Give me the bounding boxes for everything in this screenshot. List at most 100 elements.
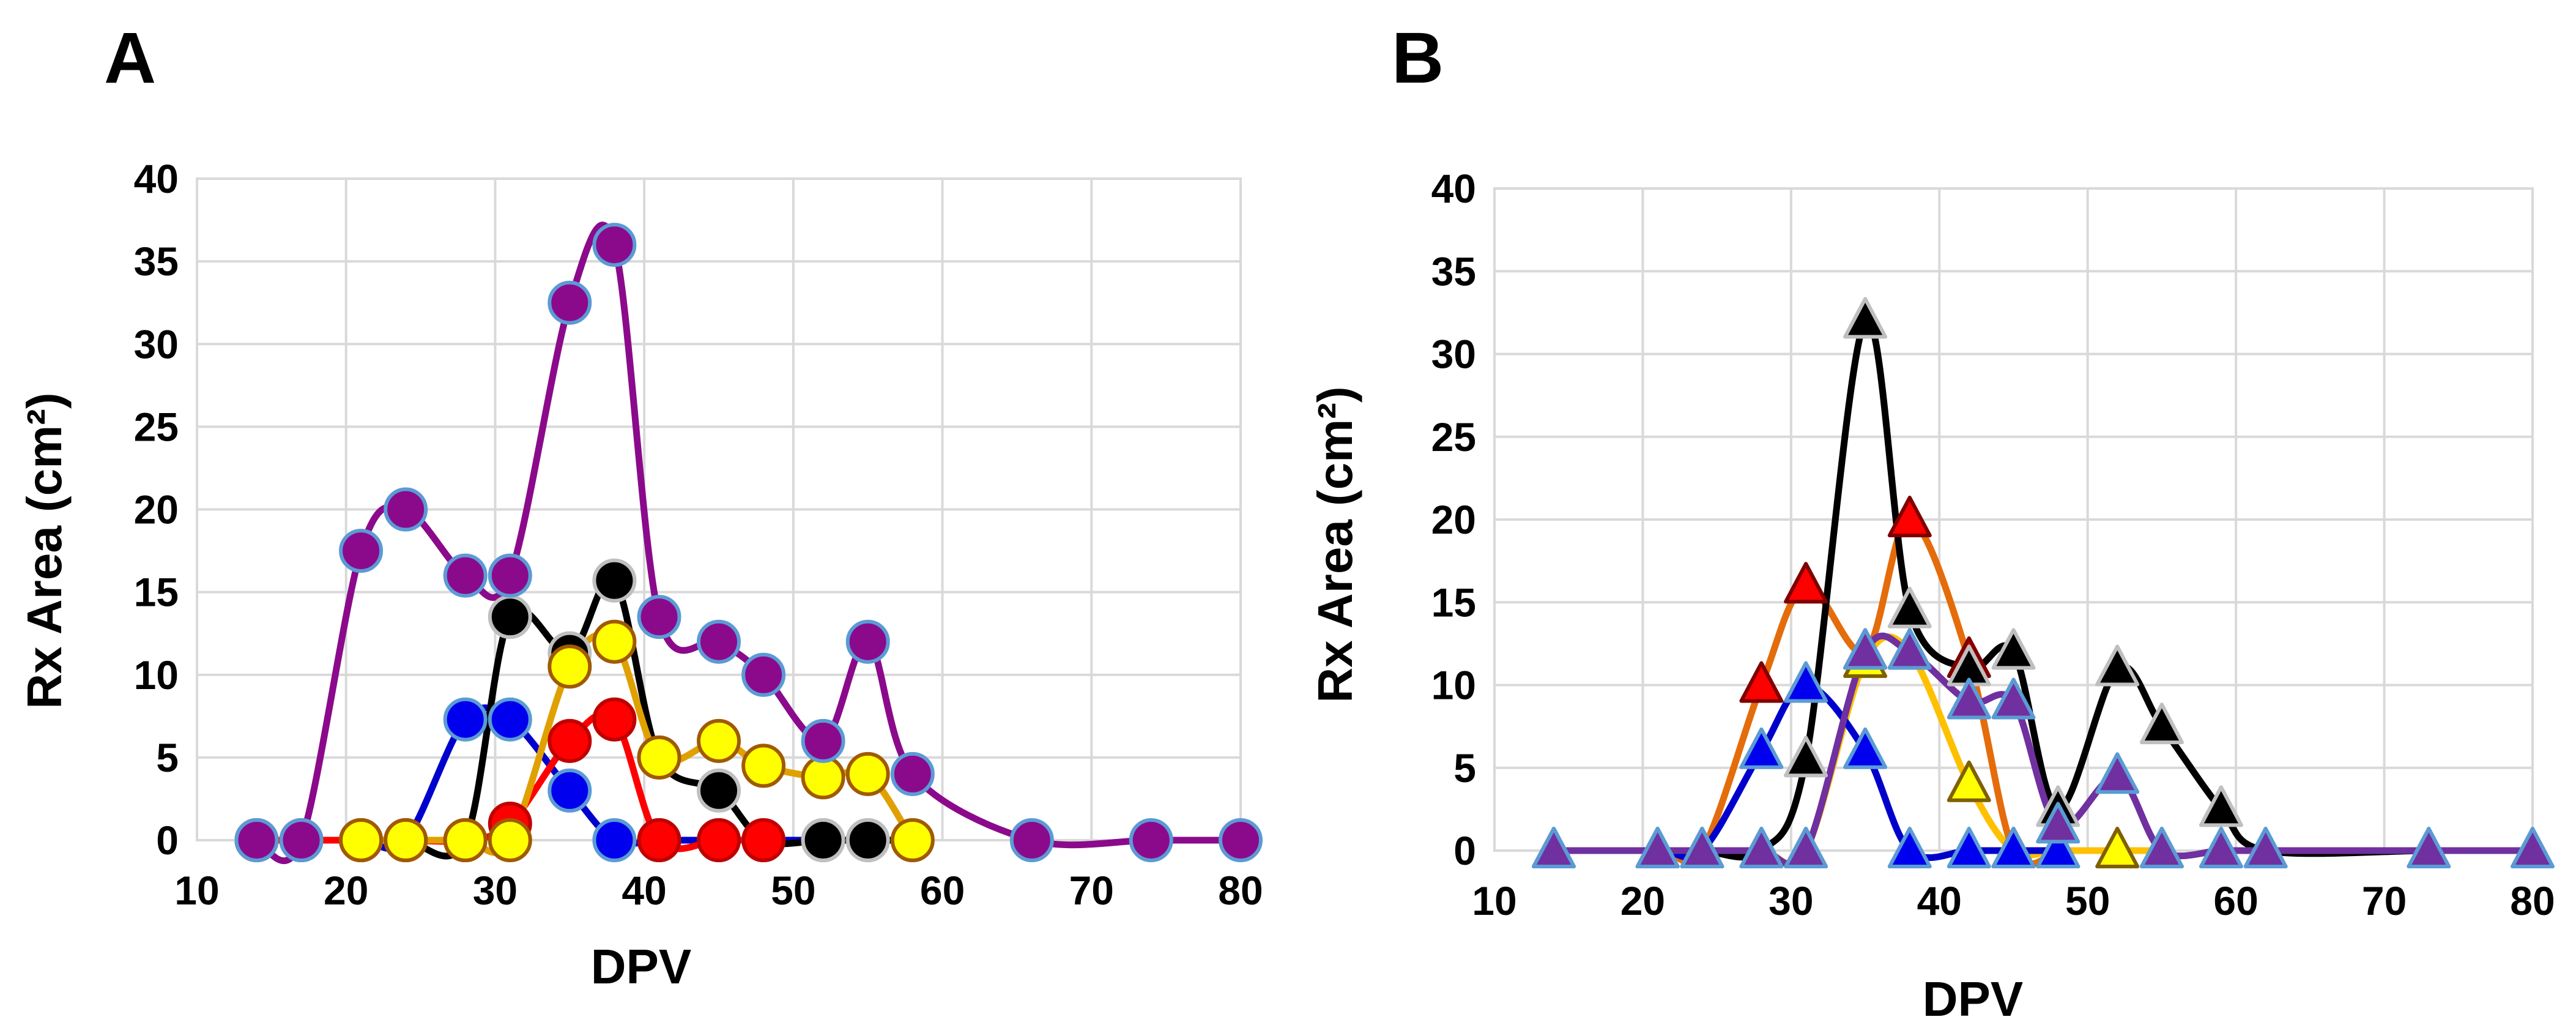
data-point-purple — [697, 619, 741, 664]
data-point-black — [2139, 703, 2184, 745]
data-point-black — [697, 768, 741, 813]
data-point-black — [592, 558, 637, 603]
data-point-red — [697, 818, 741, 862]
x-tick-label: 70 — [1069, 868, 1114, 913]
data-point-purple — [443, 553, 488, 598]
data-point-yellow — [697, 718, 741, 763]
data-point-red — [1887, 496, 1932, 537]
data-point-purple — [1784, 827, 1828, 868]
data-point-purple — [845, 619, 890, 664]
data-point-purple — [2199, 827, 2243, 868]
y-tick-label: 40 — [134, 156, 179, 201]
x-tick-label: 20 — [324, 868, 368, 913]
data-point-black — [1784, 736, 1828, 778]
data-point-purple — [801, 718, 845, 763]
data-point-blue — [1843, 727, 1888, 769]
panel-b-x-axis-label: DPV — [1923, 972, 2024, 1025]
data-point-yellow — [637, 735, 681, 780]
data-point-purple — [2511, 827, 2555, 868]
data-point-purple — [488, 553, 532, 598]
data-point-purple — [279, 818, 324, 862]
data-point-black — [488, 595, 532, 639]
data-point-red — [741, 818, 786, 862]
data-point-yellow — [339, 818, 384, 862]
panel-a-tick-labels: 10 20 30 40 50 60 70 80 0 5 10 15 20 25 30 35 40 — [134, 156, 1263, 913]
y-tick-label: 10 — [134, 652, 179, 698]
x-tick-label: 10 — [1472, 878, 1516, 923]
data-point-blue — [2036, 827, 2080, 868]
data-point-black — [845, 818, 890, 862]
data-point-yellow — [488, 818, 532, 862]
panel-b: B 10 20 30 40 50 60 70 80 0 5 10 15 20 25 30 35 40 DPV R… — [1308, 18, 2555, 1025]
x-tick-label: 30 — [1769, 878, 1813, 923]
data-point-red — [592, 697, 637, 742]
panel-b-y-axis-label: Rx Area (cm²) — [1308, 386, 1362, 703]
data-point-yellow — [845, 751, 890, 796]
data-point-purple — [1635, 827, 1680, 868]
x-tick-label: 40 — [1917, 878, 1962, 923]
data-point-yellow — [592, 619, 637, 664]
data-point-yellow — [443, 818, 488, 862]
y-tick-label: 25 — [134, 404, 179, 449]
data-point-black — [1991, 628, 2036, 670]
y-tick-label: 35 — [1431, 248, 1476, 294]
data-point-yellow — [741, 744, 786, 788]
data-point-blue — [1991, 827, 2036, 868]
x-tick-label: 40 — [622, 868, 666, 913]
data-point-purple — [1531, 827, 1576, 868]
data-point-purple — [637, 595, 681, 639]
data-point-yellow — [2095, 827, 2140, 868]
panel-a-y-axis-label: Rx Area (cm²) — [17, 392, 72, 709]
x-tick-label: 80 — [2510, 878, 2555, 923]
data-point-red — [547, 718, 592, 763]
y-tick-label: 20 — [1431, 497, 1476, 542]
data-point-blue — [488, 697, 532, 742]
data-point-yellow — [384, 818, 428, 862]
data-point-purple — [1947, 677, 1991, 720]
data-point-purple — [1887, 628, 1932, 670]
panel-a-letter: A — [104, 18, 156, 99]
data-point-yellow — [890, 818, 935, 862]
y-tick-label: 30 — [1431, 332, 1476, 377]
x-tick-label: 50 — [771, 868, 815, 913]
data-point-blue — [1947, 827, 1991, 868]
data-point-purple — [384, 487, 428, 532]
data-point-yellow — [1947, 760, 1991, 802]
y-tick-label: 0 — [156, 818, 179, 863]
panel-a: A 10 20 30 40 50 60 70 80 0 5 10 15 20 25 30 35 40 DPV R… — [17, 18, 1263, 994]
y-tick-label: 25 — [1431, 414, 1476, 460]
y-tick-label: 10 — [1431, 663, 1476, 708]
y-tick-label: 15 — [1431, 580, 1476, 625]
data-point-purple — [1843, 628, 1888, 670]
data-point-purple — [1129, 818, 1173, 862]
data-point-blue — [592, 818, 637, 862]
data-point-purple — [1680, 827, 1724, 868]
y-tick-label: 30 — [134, 321, 179, 367]
data-point-red — [1784, 562, 1828, 604]
data-point-purple — [2036, 802, 2080, 844]
data-point-blue — [547, 768, 592, 813]
data-point-purple — [2243, 827, 2288, 868]
data-point-blue — [1887, 827, 1932, 868]
x-tick-label: 70 — [2362, 878, 2407, 923]
data-point-purple — [1739, 827, 1784, 868]
data-point-red — [637, 818, 681, 862]
y-tick-label: 20 — [134, 487, 179, 532]
data-point-blue — [1739, 727, 1784, 769]
x-tick-label: 10 — [174, 868, 219, 913]
data-point-purple — [234, 818, 279, 862]
panel-a-x-axis-label: DPV — [591, 939, 692, 994]
data-point-purple — [2139, 827, 2184, 868]
data-point-black — [801, 818, 845, 862]
panel-b-gridlines — [1493, 187, 2534, 852]
y-tick-label: 40 — [1431, 166, 1476, 211]
data-point-purple — [547, 280, 592, 325]
x-tick-label: 80 — [1218, 868, 1263, 913]
data-point-purple — [1219, 818, 1263, 862]
data-point-purple — [890, 751, 935, 796]
series-line-black — [1550, 316, 2536, 861]
x-tick-label: 30 — [473, 868, 518, 913]
x-tick-label: 60 — [2213, 878, 2258, 923]
panel-a-gridlines — [196, 177, 1242, 841]
